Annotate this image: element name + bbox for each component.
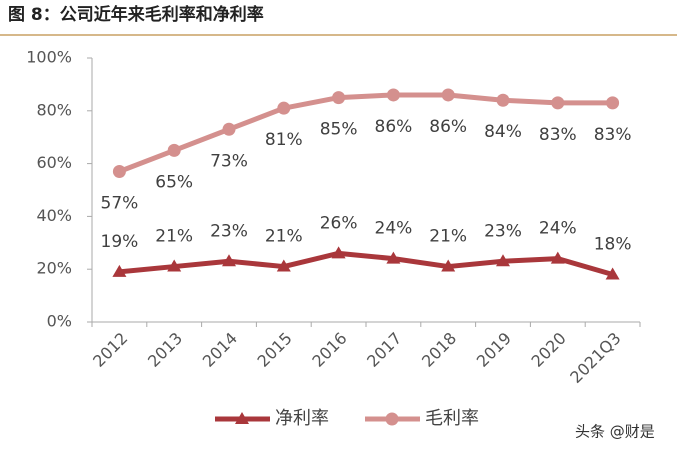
data-label: 83%: [594, 125, 632, 145]
data-label: 24%: [375, 219, 413, 239]
legend-label: 毛利率: [425, 408, 479, 429]
data-point: [606, 96, 620, 110]
data-point: [496, 254, 510, 267]
x-tick-label: 2012: [89, 329, 131, 371]
data-point: [386, 88, 400, 102]
data-label: 86%: [429, 117, 467, 137]
legend-marker: [385, 412, 399, 426]
data-label: 23%: [210, 221, 248, 241]
data-point: [551, 96, 565, 110]
data-label: 23%: [484, 221, 522, 241]
data-label: 57%: [101, 194, 139, 214]
data-point: [441, 88, 455, 102]
y-tick-label: 60%: [36, 153, 72, 172]
chart-title: 图 8：公司近年来毛利率和净利率: [8, 4, 264, 25]
legend-item: 净利率: [215, 408, 329, 429]
y-tick-label: 80%: [36, 100, 72, 119]
data-point: [605, 267, 620, 280]
data-label: 84%: [484, 122, 522, 142]
data-point: [550, 251, 565, 264]
data-label: 81%: [265, 130, 303, 150]
series-line: [118, 92, 613, 174]
data-label: 18%: [594, 234, 632, 254]
data-point: [167, 259, 182, 272]
data-label: 21%: [155, 227, 193, 247]
data-label: 85%: [320, 120, 358, 140]
x-tick-label: 2020: [528, 329, 570, 371]
data-point: [496, 93, 510, 107]
data-label: 21%: [265, 227, 303, 247]
data-label: 83%: [539, 125, 577, 145]
x-tick-label: 2016: [308, 329, 350, 371]
data-point: [332, 91, 346, 105]
data-label: 21%: [429, 227, 467, 247]
y-tick-label: 100%: [26, 48, 72, 67]
x-tick-label: 2017: [363, 329, 405, 371]
data-point: [222, 254, 236, 267]
series-line: [119, 250, 614, 277]
data-point: [276, 259, 291, 272]
data-point: [331, 246, 346, 259]
y-tick-label: 20%: [36, 259, 72, 278]
x-tick-label: 2013: [144, 329, 186, 371]
data-point: [167, 143, 181, 157]
legend-item: 毛利率: [365, 408, 479, 429]
x-tick-label: 2015: [254, 329, 296, 371]
data-label: 65%: [155, 172, 193, 192]
watermark: 头条 @财是: [575, 423, 655, 441]
legend-label: 净利率: [275, 408, 329, 429]
data-label: 24%: [539, 219, 577, 239]
x-tick-label: 2021Q3: [566, 329, 624, 387]
y-tick-label: 0%: [47, 312, 72, 331]
data-label: 73%: [210, 151, 248, 171]
x-tick-label: 2014: [199, 329, 241, 371]
x-tick-label: 2018: [418, 329, 460, 371]
x-tick-label: 2019: [473, 329, 515, 371]
data-label: 26%: [320, 213, 358, 233]
data-point: [386, 251, 401, 264]
legend-marker: [235, 412, 249, 424]
data-point: [222, 122, 236, 136]
data-point: [112, 264, 127, 277]
data-point: [277, 101, 291, 115]
data-label: 86%: [375, 117, 413, 137]
data-label: 19%: [101, 232, 139, 252]
data-point: [441, 259, 456, 272]
data-point: [112, 165, 126, 179]
y-tick-label: 40%: [36, 206, 72, 225]
